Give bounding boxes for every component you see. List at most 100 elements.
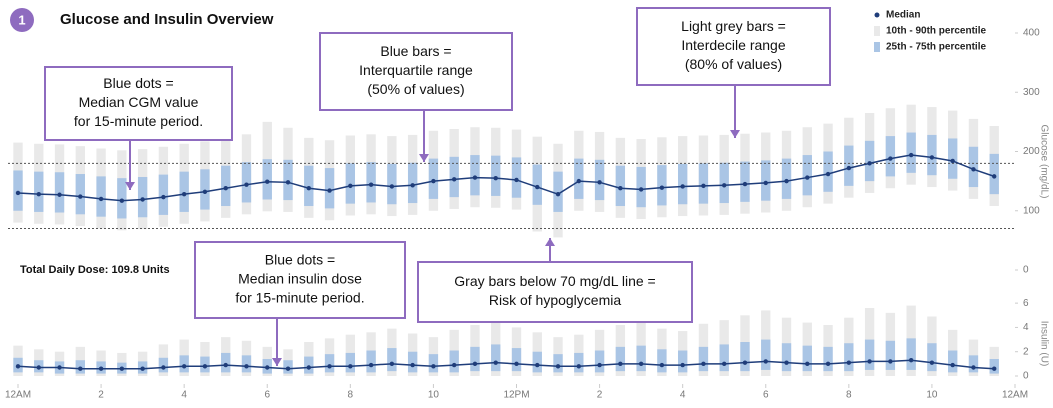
iqr-bar [885,136,896,177]
median-line [17,359,995,370]
x-tick-label: 4 [181,390,187,401]
median-dot [161,365,166,370]
iqr-bar [927,343,937,372]
median-dot [327,188,332,193]
median-dot [888,156,893,161]
iqr-bar [428,158,439,199]
median-dot [784,178,789,184]
median-dot [202,189,208,194]
median-dot [493,175,498,181]
median-dot [472,175,478,180]
iqr-bar [137,176,148,218]
median-dot [181,191,187,197]
median-dot [389,361,395,367]
legend-label: Median [886,10,920,21]
arrow-head [419,154,429,162]
iqr-bar [387,348,397,372]
median-dot [742,360,748,365]
iqr-bar [968,355,979,373]
median-dot [78,194,83,199]
median-dot [119,198,125,203]
iqr-bar [615,346,626,372]
median-dot [555,364,561,369]
iqr-bar [657,165,667,206]
y-axis-title: Insulin (U) [1038,321,1049,367]
median-dot [742,181,748,187]
median-dot [701,361,706,367]
median-dot [368,362,374,368]
iqr-bar [345,352,356,373]
median-dot [784,360,789,365]
annotation-text: (50% of values) [367,81,464,97]
iqr-bar [304,165,314,207]
iqr-bar [532,351,542,373]
annotation-text: for 15-minute period. [74,113,203,129]
y-tick-label: 100 [1023,205,1040,216]
x-tick-label: 10 [428,390,440,401]
median-dot [514,177,519,183]
iqr-bar [221,165,231,207]
median-dot [950,158,955,164]
median-dot [15,364,21,369]
median-dot [161,194,166,200]
median-dot [431,178,436,184]
median-dot [722,361,727,367]
iqr-bar [906,132,916,173]
median-dot [306,186,311,191]
median-dot [971,167,976,172]
iqr-bar [677,350,688,373]
median-dot [867,359,872,364]
annotation-text: Blue dots = [103,75,173,91]
iqr-bar [179,171,189,212]
iqr-bar [906,338,916,370]
iqr-bar [470,346,480,372]
iqr-bar [574,352,584,373]
median-dot [306,365,311,370]
iqr-bar [885,340,896,370]
iqr-bar [553,354,563,373]
legend-label: 10th - 90th percentile [886,26,986,37]
median-dot [202,364,208,369]
y-tick-label: 2 [1023,346,1029,357]
iqr-bar [491,155,501,196]
annotation-text: for 15-minute period. [235,290,364,306]
x-tick-label: 6 [264,390,270,401]
x-tick-label: 8 [348,390,354,401]
iqr-bar [241,355,252,373]
median-dot [701,183,706,189]
median-dot [410,362,415,368]
iqr-bar [345,163,356,204]
median-dot [348,364,353,369]
iqr-bar [719,344,729,372]
iqr-bar [532,164,542,205]
y-tick-label: 300 [1023,87,1040,98]
annotation-box [194,241,406,319]
legend-swatch [874,42,880,52]
iqr-bar [844,145,854,186]
iqr-bar [615,165,626,207]
median-dot [451,177,457,182]
median-dot [265,365,270,370]
iqr-bar [781,158,792,199]
iqr-bar [54,172,65,213]
median-dot [451,362,457,368]
iqr-bar [968,146,979,188]
iqr-bar [283,159,293,201]
median-dot [618,186,623,191]
median-dot [244,364,249,369]
annotation-text: Gray bars below 70 mg/dL line = [454,273,655,289]
median-dot [846,165,852,171]
median-dot [618,361,623,367]
median-dot [929,360,935,365]
iqr-bar [677,163,688,205]
iqr-bar [948,350,958,373]
annotation-box [319,32,513,111]
annotation-text: Median insulin dose [238,271,362,287]
iqr-bar [158,174,169,215]
median-dot [368,182,374,187]
median-dot [57,192,62,197]
median-line [17,154,995,202]
median-dot [244,182,249,187]
iqr-bar [844,343,854,372]
